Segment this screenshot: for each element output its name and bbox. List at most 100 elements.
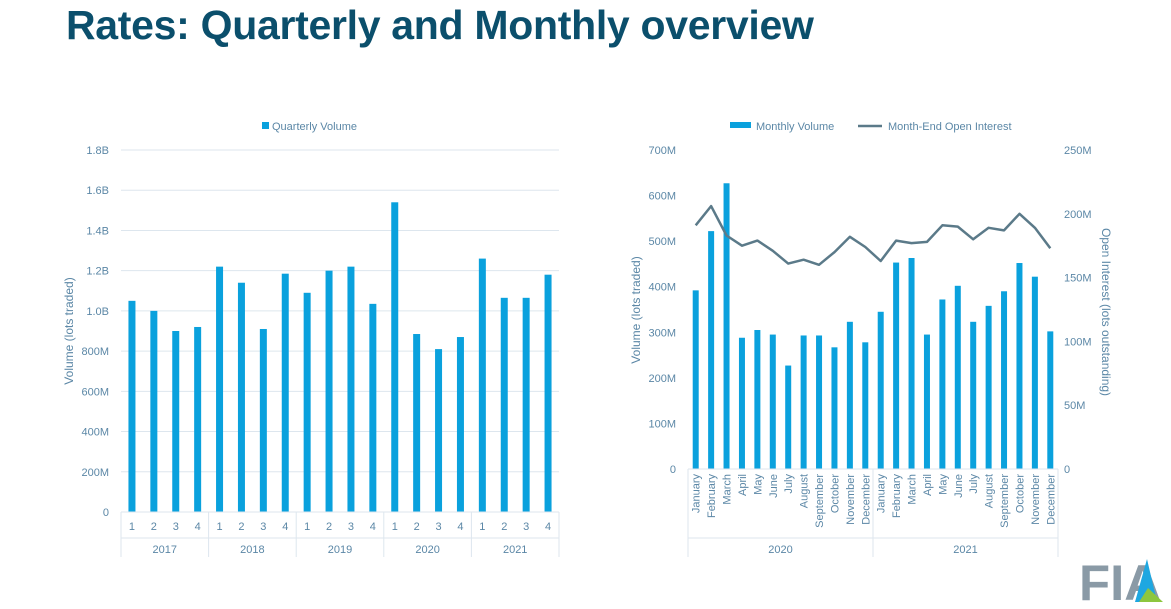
x-tick-label: January bbox=[876, 474, 888, 514]
bar bbox=[708, 231, 715, 469]
x-tick-label: August bbox=[799, 474, 811, 508]
monthly-volume-open-interest-chart: 0 100M 200M 300M 400M 500M 600M 700M 0 50M 100M 150… bbox=[629, 121, 1113, 557]
y-tick-label: 400M bbox=[81, 427, 109, 439]
bar bbox=[303, 292, 311, 512]
x-tick-label: 4 bbox=[370, 521, 376, 533]
x-tick-label: May bbox=[937, 474, 949, 495]
bar bbox=[128, 300, 136, 512]
legend-label-open-interest: Month-End Open Interest bbox=[888, 121, 1012, 133]
bar bbox=[347, 266, 355, 512]
x-tick-label: 3 bbox=[260, 521, 266, 533]
legend-swatch-monthly-volume bbox=[730, 122, 751, 128]
bar bbox=[216, 266, 224, 512]
y-tick-label: 1.4B bbox=[86, 225, 109, 237]
fia-logo-blue-accent bbox=[1135, 559, 1157, 602]
y2-tick-label: 250M bbox=[1064, 145, 1092, 157]
bar bbox=[325, 270, 333, 512]
open-interest-line bbox=[694, 204, 1052, 267]
y-tick-label: 800M bbox=[81, 346, 109, 358]
y-tick-label: 0 bbox=[670, 464, 676, 476]
x-tick-label: June bbox=[768, 474, 780, 498]
bar bbox=[259, 328, 267, 512]
bar bbox=[172, 331, 180, 512]
bar bbox=[877, 311, 884, 469]
group-label: 2021 bbox=[953, 544, 977, 556]
bar bbox=[1001, 291, 1008, 469]
x-tick-label: February bbox=[706, 474, 718, 519]
x-tick-label: 1 bbox=[216, 521, 222, 533]
y-axis-title: Volume (lots traded) bbox=[629, 256, 643, 363]
x-tick-label: 3 bbox=[523, 521, 529, 533]
y-axis-title: Volume (lots traded) bbox=[62, 277, 76, 384]
x-tick-label: December bbox=[860, 474, 872, 525]
x-tick-label: September bbox=[999, 474, 1011, 528]
x-tick-label: 2 bbox=[414, 521, 420, 533]
x-tick-label: December bbox=[1045, 474, 1057, 525]
x-tick-label: April bbox=[922, 474, 934, 496]
y-tick-label: 200M bbox=[81, 467, 109, 479]
x-tick-label: 4 bbox=[282, 521, 288, 533]
y-tick-label: 1.0B bbox=[86, 306, 109, 318]
bar bbox=[435, 349, 443, 512]
x-tick-label: 4 bbox=[195, 521, 201, 533]
x-tick-label: 1 bbox=[479, 521, 485, 533]
x-tick-label: September bbox=[814, 474, 826, 528]
group-label: 2019 bbox=[328, 544, 352, 556]
x-tick-label: February bbox=[891, 474, 903, 519]
bar bbox=[544, 274, 552, 512]
y2-tick-label: 200M bbox=[1064, 209, 1092, 221]
bar bbox=[150, 310, 158, 512]
bar bbox=[478, 258, 486, 512]
x-tick-label: March bbox=[722, 474, 734, 505]
fia-logo: FIA bbox=[1079, 555, 1163, 609]
x-tick-label: 3 bbox=[173, 521, 179, 533]
bar bbox=[862, 342, 869, 469]
bar bbox=[391, 202, 399, 513]
bar bbox=[800, 335, 807, 469]
bar bbox=[194, 326, 202, 512]
x-tick-label: 2 bbox=[151, 521, 157, 533]
y-tick-label: 1.8B bbox=[86, 145, 109, 157]
bar bbox=[723, 183, 730, 469]
x-tick-label: 4 bbox=[457, 521, 463, 533]
bar bbox=[785, 365, 792, 469]
x-tick-label: June bbox=[953, 474, 965, 498]
bar bbox=[846, 321, 853, 469]
y-tick-label: 0 bbox=[103, 507, 109, 519]
x-tick-label: November bbox=[845, 474, 857, 525]
bar bbox=[692, 290, 699, 469]
y-tick-label: 600M bbox=[648, 191, 676, 203]
y-tick-label: 700M bbox=[648, 145, 676, 157]
bar bbox=[954, 285, 961, 469]
bar bbox=[281, 273, 289, 512]
bar bbox=[893, 262, 900, 469]
x-tick-label: 3 bbox=[348, 521, 354, 533]
bar bbox=[970, 321, 977, 469]
x-tick-label: January bbox=[691, 474, 703, 514]
bar bbox=[769, 334, 776, 469]
y-tick-label: 100M bbox=[648, 418, 676, 430]
bar bbox=[908, 258, 915, 469]
y-tick-label: 600M bbox=[81, 386, 109, 398]
x-tick-label: July bbox=[783, 474, 795, 494]
group-label: 2018 bbox=[240, 544, 264, 556]
group-label: 2017 bbox=[153, 544, 177, 556]
x-tick-label: 1 bbox=[392, 521, 398, 533]
legend-swatch-quarterly-volume bbox=[262, 122, 269, 129]
group-label: 2020 bbox=[768, 544, 792, 556]
y2-tick-label: 50M bbox=[1064, 400, 1085, 412]
bar bbox=[985, 305, 992, 469]
x-tick-label: August bbox=[984, 474, 996, 508]
legend-label-monthly-volume: Monthly Volume bbox=[756, 121, 834, 133]
bar bbox=[500, 297, 508, 512]
x-tick-label: 1 bbox=[304, 521, 310, 533]
bar bbox=[1047, 331, 1054, 469]
bar bbox=[939, 299, 946, 469]
group-label: 2021 bbox=[503, 544, 527, 556]
y-tick-label: 500M bbox=[648, 236, 676, 248]
y-tick-label: 1.2B bbox=[86, 266, 109, 278]
bar bbox=[1016, 263, 1023, 469]
y-tick-label: 200M bbox=[648, 373, 676, 385]
y2-axis-title: Open Interest (lots outstanding) bbox=[1099, 228, 1113, 396]
x-tick-label: November bbox=[1030, 474, 1042, 525]
